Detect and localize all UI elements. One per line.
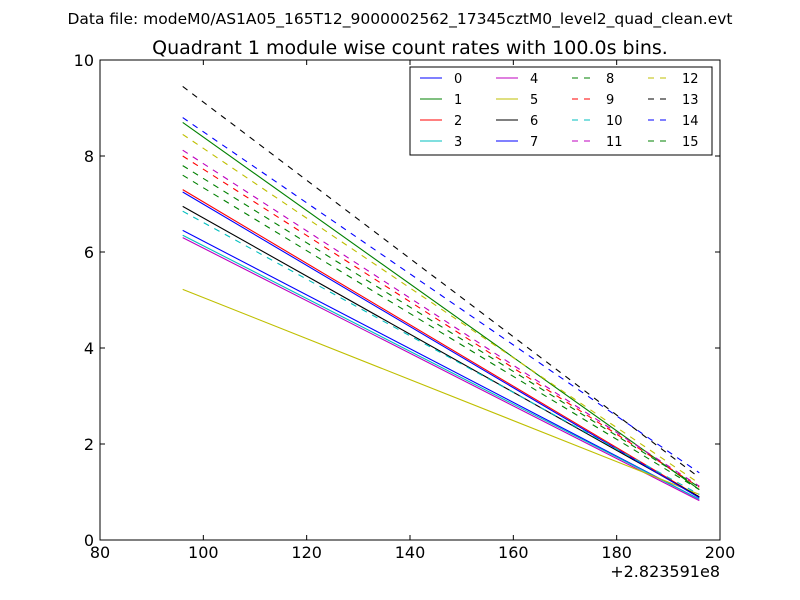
series-line-4: [182, 237, 700, 502]
legend-label-3: 3: [454, 135, 462, 150]
file-suptitle: Data file: modeM0/AS1A05_165T12_90000025…: [67, 10, 732, 29]
legend-label-0: 0: [454, 72, 462, 87]
y-tick-label: 4: [84, 339, 94, 358]
x-tick-label: 120: [291, 543, 322, 562]
legend-label-8: 8: [606, 72, 614, 87]
x-tick-label: 140: [395, 543, 426, 562]
series-line-12: [182, 133, 700, 484]
x-tick-label: 80: [90, 543, 110, 562]
legend-label-14: 14: [682, 114, 699, 129]
series-line-13: [182, 85, 700, 479]
chart-title: Quadrant 1 module wise count rates with …: [152, 37, 668, 59]
series-line-15: [182, 165, 700, 488]
series-line-11: [182, 149, 700, 487]
y-tick-label: 0: [84, 531, 94, 550]
series-line-0: [182, 229, 700, 500]
legend-label-9: 9: [606, 93, 614, 108]
series-line-3: [182, 234, 700, 500]
series-line-5: [182, 288, 700, 495]
series-line-6: [182, 205, 700, 498]
series-line-9: [182, 155, 700, 488]
legend-label-12: 12: [682, 72, 699, 87]
y-tick-label: 10: [74, 51, 94, 70]
x-tick-label: 160: [498, 543, 529, 562]
legend-label-13: 13: [682, 93, 699, 108]
series-line-8: [182, 174, 700, 491]
legend-label-2: 2: [454, 114, 462, 129]
y-tick-label: 2: [84, 435, 94, 454]
legend-label-15: 15: [682, 135, 699, 150]
legend-label-4: 4: [530, 72, 538, 87]
x-tick-label: 200: [705, 543, 736, 562]
y-tick-label: 8: [84, 147, 94, 166]
legend-label-11: 11: [606, 135, 623, 150]
legend-label-1: 1: [454, 93, 462, 108]
legend-box: [409, 66, 713, 156]
series-line-1: [182, 121, 700, 491]
x-tick-label: 100: [188, 543, 219, 562]
series-line-14: [182, 117, 700, 474]
legend-label-6: 6: [530, 114, 538, 129]
legend-label-10: 10: [606, 114, 623, 129]
series-line-7: [182, 191, 700, 499]
series-line-10: [182, 210, 700, 495]
x-tick-label: 180: [601, 543, 632, 562]
y-tick-label: 6: [84, 243, 94, 262]
series-line-2: [182, 189, 700, 498]
plot-area: [182, 85, 700, 502]
legend-label-5: 5: [530, 93, 538, 108]
x-axis-offset: +2.823591e8: [610, 562, 720, 581]
legend-label-7: 7: [530, 135, 538, 150]
